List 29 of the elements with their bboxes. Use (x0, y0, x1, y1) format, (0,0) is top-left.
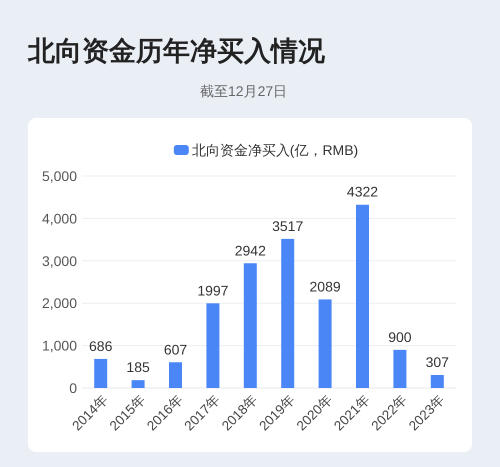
bar (132, 380, 145, 388)
bar (244, 263, 257, 388)
y-tick-label: 5,000 (42, 168, 78, 184)
data-label: 607 (164, 341, 188, 358)
annotation: 截至12月27日 (200, 83, 288, 99)
y-tick-label: 4,000 (42, 210, 78, 226)
bar (281, 238, 294, 388)
bar (430, 374, 444, 388)
data-label: 686 (89, 338, 113, 354)
title: 北向资金历年净买入情况 (28, 36, 325, 66)
bar (94, 358, 108, 388)
data-label: 3517 (272, 218, 304, 234)
data-label: 2089 (310, 278, 341, 294)
data-label: 185 (126, 359, 150, 376)
y-tick-label: 3,000 (42, 252, 78, 269)
data-label: 900 (388, 328, 412, 345)
bar (393, 350, 406, 388)
y-tick-label: 2,000 (42, 295, 78, 312)
bar (206, 303, 220, 388)
y-tick-label: 1,000 (42, 338, 78, 354)
data-label: 307 (426, 354, 450, 370)
data-label: 2942 (234, 242, 266, 258)
bar (169, 362, 182, 388)
legend: 北向资金净买入(亿，RMB) (174, 142, 358, 158)
data-label: 1997 (197, 282, 229, 298)
bar (356, 204, 369, 388)
data-label: 4322 (346, 184, 378, 200)
bar (318, 299, 332, 388)
y-tick-label: 0 (69, 380, 78, 396)
